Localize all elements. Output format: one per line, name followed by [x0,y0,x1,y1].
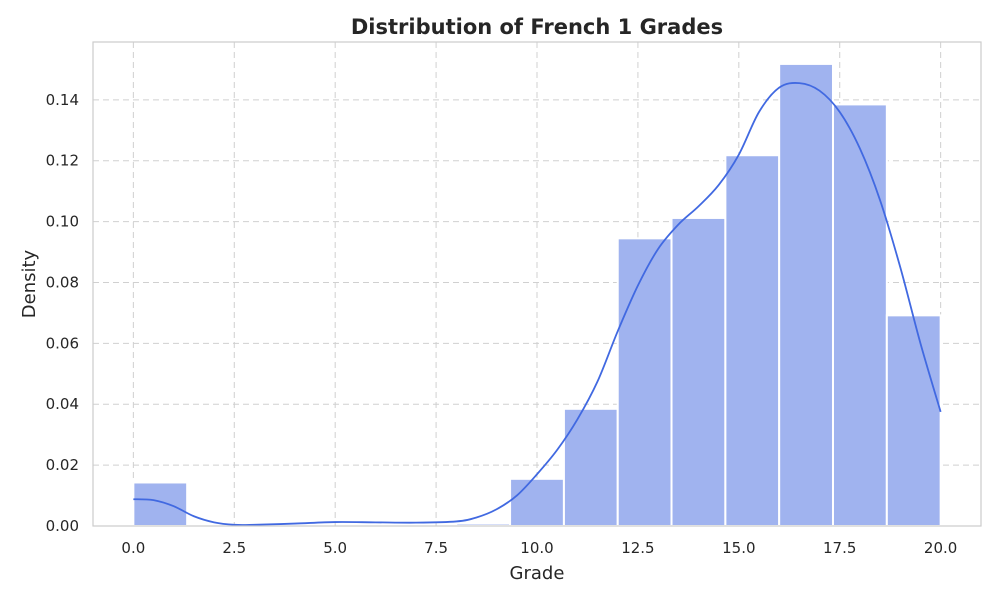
histogram-bar [132,481,189,527]
x-tick-label: 15.0 [722,539,755,557]
y-tick-label: 0.02 [46,456,79,474]
x-tick-label: 20.0 [924,539,957,557]
y-axis-label: Density [19,249,40,318]
y-tick-label: 0.00 [46,517,79,535]
kde-density-curve [133,82,942,526]
histogram-bar [778,62,834,527]
x-tick-label: 7.5 [424,539,448,557]
x-tick-label: 5.0 [323,539,347,557]
y-tick-label: 0.10 [46,213,79,231]
x-tick-label: 12.5 [621,539,654,557]
x-tick-label: 2.5 [222,539,246,557]
x-tick-label: 17.5 [823,539,856,557]
histogram-bar [885,314,942,527]
histogram-bar [616,237,673,527]
histogram-bar [724,154,781,527]
y-tick-label: 0.12 [46,152,79,170]
histogram-bar [831,103,888,527]
y-tick-label: 0.08 [46,273,79,291]
x-tick-label: 10.0 [520,539,553,557]
y-tick-label: 0.14 [46,91,79,109]
histogram-bar [509,477,565,527]
y-tick-label: 0.06 [46,334,79,352]
x-tick-label: 0.0 [121,539,145,557]
x-axis-ticks: 0.0 2.5 5.0 7.5 10.0 12.5 15.0 17.5 20.0 [121,539,957,557]
histogram-bars [132,62,942,528]
y-axis-ticks: 0.00 0.02 0.04 0.06 0.08 0.10 0.12 0.14 [46,91,79,535]
chart-title: Distribution of French 1 Grades [351,15,723,39]
y-tick-label: 0.04 [46,395,79,413]
plot-frame [92,41,982,527]
histogram-bar [670,216,727,528]
histogram-bar [562,407,619,527]
x-axis-label: Grade [510,563,565,584]
